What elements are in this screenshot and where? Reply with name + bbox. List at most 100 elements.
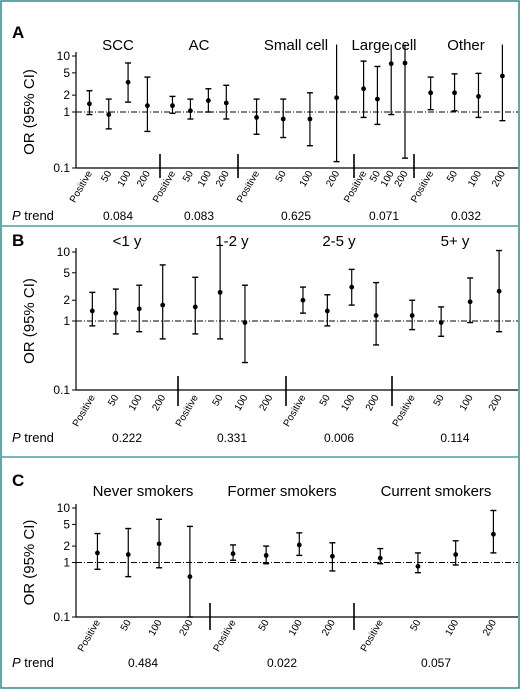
or-point	[296, 542, 302, 548]
or-point	[192, 304, 198, 310]
y-tick-label: 1	[63, 556, 70, 570]
y-tick-label: 10	[57, 245, 71, 259]
p-trend-value: 0.222	[112, 431, 142, 445]
y-axis-label: OR (95% CI)	[21, 278, 38, 364]
y-tick-label: 2	[63, 539, 70, 553]
or-point	[95, 550, 100, 556]
group-1: AC Positive 50 100 200 0.083	[151, 37, 232, 223]
or-point	[89, 308, 95, 314]
y-tick-label: 5	[63, 517, 70, 531]
or-point	[125, 552, 131, 557]
or-point	[438, 320, 444, 325]
category-tick-label: 200	[214, 169, 232, 189]
or-point	[254, 115, 259, 120]
or-point	[187, 574, 193, 580]
p-trend-label-rest: trend	[21, 208, 54, 223]
group-title: Former smokers	[227, 483, 336, 500]
p-trend-value: 0.071	[369, 209, 399, 223]
p-trend-value: 0.006	[324, 431, 354, 445]
or-point	[113, 310, 119, 316]
category-tick-label: Positive	[76, 618, 103, 654]
or-point	[428, 90, 434, 96]
group-title: Large cell	[351, 37, 416, 54]
or-point	[500, 73, 505, 79]
y-axis-label: OR (95% CI)	[21, 69, 38, 155]
or-point	[452, 90, 457, 96]
or-point	[106, 112, 112, 117]
group-0: <1 y Positive 50 100 200 0.222	[71, 233, 169, 445]
or-point	[467, 299, 473, 305]
category-tick-label: 50	[119, 618, 134, 634]
panel-B: B OR (95% CI) 10 5 2 1 0.1 <1 y Positive 50 100 200…	[12, 231, 518, 445]
category-tick-label: 100	[443, 618, 461, 638]
category-tick-label: Positive	[235, 169, 262, 205]
category-tick-label: Positive	[391, 393, 418, 429]
group-2: Small cell Positive 50 100 200 0.625	[235, 37, 342, 223]
category-tick-label: 50	[274, 169, 289, 185]
category-tick-label: 200	[258, 393, 276, 413]
or-point	[188, 108, 193, 114]
p-trend-label-italic: P	[12, 655, 21, 670]
category-tick-label: Positive	[151, 169, 178, 205]
category-tick-label: 50	[408, 618, 423, 634]
or-point	[496, 288, 502, 294]
or-point	[217, 289, 223, 295]
category-tick-label: Positive	[68, 169, 95, 205]
group-title: Small cell	[264, 37, 328, 54]
category-tick-label: 200	[324, 169, 342, 189]
p-trend-label: P trend	[12, 655, 54, 670]
or-point	[280, 116, 286, 122]
category-tick-label: 50	[211, 393, 226, 409]
category-tick-label: 50	[368, 169, 383, 185]
p-trend-value: 0.625	[281, 209, 311, 223]
or-point	[334, 95, 339, 101]
p-trend-value: 0.331	[217, 431, 247, 445]
category-tick-label: 50	[257, 618, 272, 634]
or-point	[409, 313, 415, 318]
y-tick-label: 2	[63, 293, 70, 307]
category-tick-label: 50	[181, 169, 196, 185]
category-tick-label: 50	[445, 169, 460, 185]
or-point	[230, 551, 236, 557]
category-tick-label: 200	[135, 169, 153, 189]
or-point	[205, 98, 211, 103]
category-tick-label: 200	[393, 169, 411, 189]
p-trend-label: P trend	[12, 430, 54, 445]
p-trend-value: 0.083	[184, 209, 214, 223]
or-point	[145, 103, 150, 109]
or-point	[324, 308, 330, 314]
y-tick-label: 2	[63, 88, 70, 102]
p-trend-value: 0.484	[128, 656, 158, 670]
or-point	[375, 96, 380, 102]
p-trend-label-italic: P	[12, 430, 21, 445]
or-point	[349, 284, 355, 290]
category-tick-label: Positive	[359, 618, 386, 654]
category-tick-label: 100	[127, 393, 145, 413]
category-tick-label: 50	[106, 393, 121, 409]
category-tick-label: 100	[196, 169, 214, 189]
p-trend-value: 0.057	[421, 656, 451, 670]
y-tick-label: 5	[63, 266, 70, 280]
panel-label: B	[12, 231, 24, 250]
or-point	[402, 60, 408, 66]
p-trend-value: 0.022	[267, 656, 297, 670]
or-point	[491, 531, 496, 537]
category-tick-label: 200	[490, 169, 508, 189]
or-point	[170, 103, 175, 109]
panel-label: C	[12, 471, 24, 490]
category-tick-label: Positive	[212, 618, 239, 654]
category-tick-label: Positive	[71, 393, 98, 429]
y-tick-label: 10	[57, 49, 71, 63]
group-title: SCC	[102, 37, 134, 54]
category-tick-label: 200	[481, 618, 499, 638]
or-point	[453, 552, 459, 557]
p-trend-value: 0.114	[440, 431, 469, 445]
p-trend-label: P trend	[12, 208, 54, 223]
group-2: Current smokers Positive 50 100 200 0.057	[359, 483, 499, 670]
or-point	[125, 79, 131, 85]
